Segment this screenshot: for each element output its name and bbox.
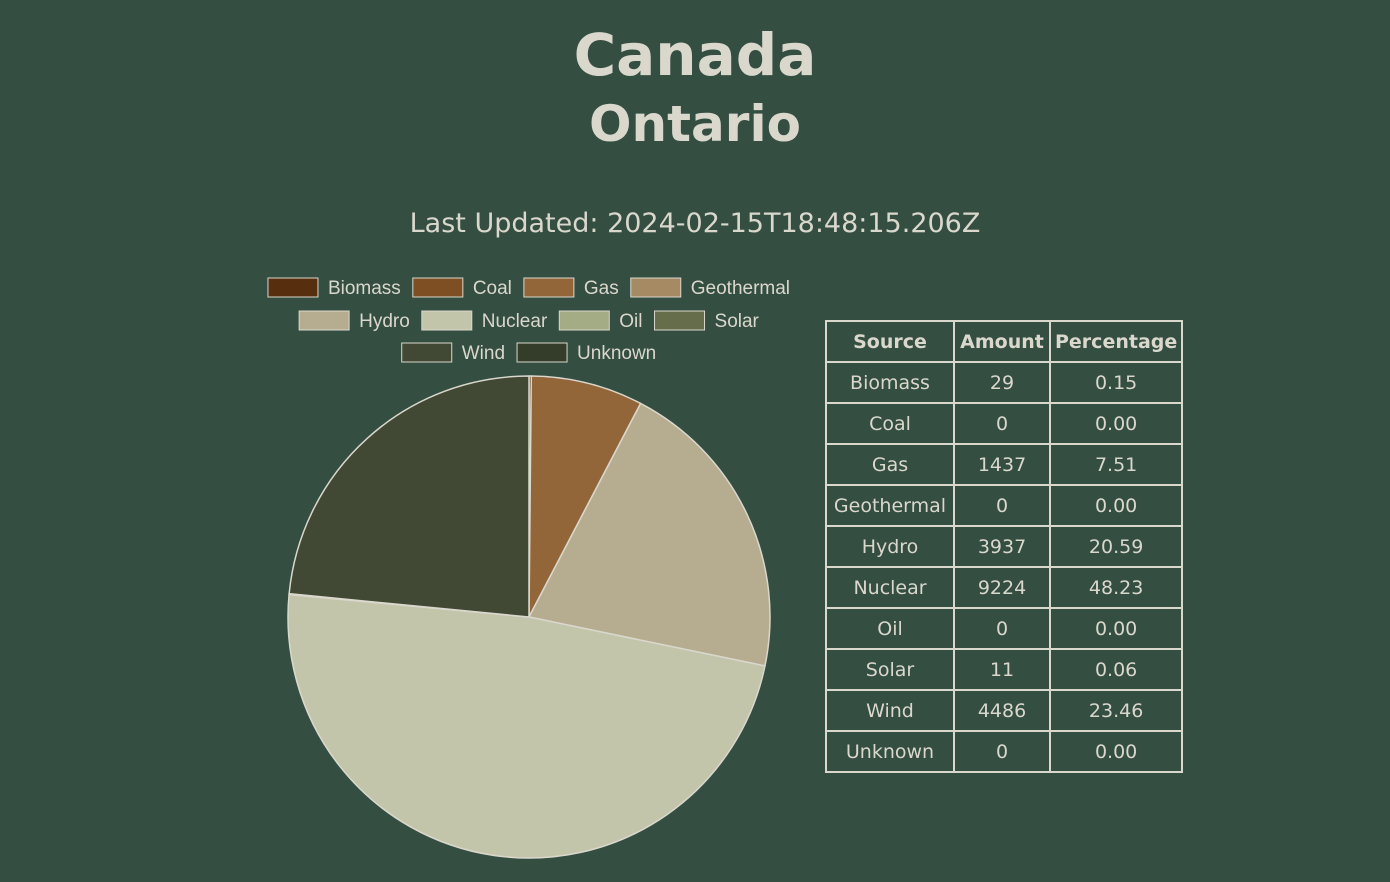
legend-label-gas[interactable]: Gas bbox=[584, 278, 619, 299]
table-header-row: Source Amount Percentage bbox=[825, 320, 1184, 363]
table-row: Hydro 3937 20.59 bbox=[825, 525, 1184, 568]
legend-swatch-gas[interactable] bbox=[523, 277, 575, 298]
cell-amount: 0 bbox=[953, 607, 1051, 650]
header-source: Source bbox=[825, 320, 955, 363]
legend-swatch-geothermal[interactable] bbox=[630, 277, 682, 298]
cell-source: Unknown bbox=[825, 730, 955, 773]
legend-swatch-unknown[interactable] bbox=[516, 342, 568, 363]
pie-slices bbox=[287, 375, 771, 859]
cell-amount: 9224 bbox=[953, 566, 1051, 609]
cell-amount: 0 bbox=[953, 484, 1051, 527]
chart-legend: Biomass Coal Gas Geothermal Hydro Nuclear Oil S… bbox=[267, 277, 790, 364]
table-row: Unknown 0 0.00 bbox=[825, 730, 1184, 773]
cell-source: Coal bbox=[825, 402, 955, 445]
table-row: Gas 1437 7.51 bbox=[825, 443, 1184, 486]
cell-percentage: 0.06 bbox=[1048, 648, 1184, 691]
legend-swatch-coal[interactable] bbox=[412, 277, 464, 298]
legend-swatch-nuclear[interactable] bbox=[421, 310, 473, 331]
country-title: Canada bbox=[573, 21, 817, 89]
legend-swatch-biomass[interactable] bbox=[267, 277, 319, 298]
legend-label-nuclear[interactable]: Nuclear bbox=[482, 311, 548, 332]
table-row: Wind 4486 23.46 bbox=[825, 689, 1184, 732]
cell-amount: 0 bbox=[953, 730, 1051, 773]
pie-slice-hydro[interactable] bbox=[528, 402, 771, 667]
cell-percentage: 23.46 bbox=[1048, 689, 1184, 732]
energy-table: Source Amount Percentage Biomass 29 0.15… bbox=[825, 320, 1184, 773]
header-amount: Amount bbox=[953, 320, 1051, 363]
cell-percentage: 0.00 bbox=[1048, 730, 1184, 773]
legend-swatch-solar[interactable] bbox=[654, 310, 706, 331]
pie-slice-gas[interactable] bbox=[528, 375, 642, 618]
cell-source: Nuclear bbox=[825, 566, 955, 609]
last-updated-text: Last Updated: 2024-02-15T18:48:15.206Z bbox=[409, 208, 981, 239]
cell-percentage: 0.00 bbox=[1048, 402, 1184, 445]
legend-label-oil[interactable]: Oil bbox=[619, 311, 642, 332]
cell-amount: 11 bbox=[953, 648, 1051, 691]
cell-source: Geothermal bbox=[825, 484, 955, 527]
cell-percentage: 0.15 bbox=[1048, 361, 1184, 404]
header-percentage: Percentage bbox=[1048, 320, 1184, 363]
pie-slice-nuclear[interactable] bbox=[287, 593, 766, 859]
legend-swatch-hydro[interactable] bbox=[298, 310, 350, 331]
legend-label-geothermal[interactable]: Geothermal bbox=[691, 278, 790, 299]
cell-source: Wind bbox=[825, 689, 955, 732]
legend-label-biomass[interactable]: Biomass bbox=[328, 278, 401, 299]
table-row: Nuclear 9224 48.23 bbox=[825, 566, 1184, 609]
cell-percentage: 7.51 bbox=[1048, 443, 1184, 486]
cell-percentage: 0.00 bbox=[1048, 484, 1184, 527]
cell-percentage: 0.00 bbox=[1048, 607, 1184, 650]
cell-amount: 0 bbox=[953, 402, 1051, 445]
legend-label-hydro[interactable]: Hydro bbox=[359, 311, 410, 332]
legend-label-wind[interactable]: Wind bbox=[462, 343, 505, 364]
legend-label-unknown[interactable]: Unknown bbox=[577, 343, 656, 364]
region-title: Ontario bbox=[589, 95, 801, 153]
table-row: Solar 11 0.06 bbox=[825, 648, 1184, 691]
cell-amount: 4486 bbox=[953, 689, 1051, 732]
legend-label-solar[interactable]: Solar bbox=[715, 311, 760, 332]
table-row: Biomass 29 0.15 bbox=[825, 361, 1184, 404]
cell-source: Hydro bbox=[825, 525, 955, 568]
table-row: Coal 0 0.00 bbox=[825, 402, 1184, 445]
table-row: Oil 0 0.00 bbox=[825, 607, 1184, 650]
cell-percentage: 20.59 bbox=[1048, 525, 1184, 568]
cell-percentage: 48.23 bbox=[1048, 566, 1184, 609]
cell-source: Solar bbox=[825, 648, 955, 691]
cell-amount: 29 bbox=[953, 361, 1051, 404]
cell-source: Oil bbox=[825, 607, 955, 650]
energy-pie-chart: Biomass Coal Gas Geothermal Hydro Nuclear Oil S… bbox=[267, 277, 790, 859]
pie-slice-wind[interactable] bbox=[288, 375, 530, 618]
cell-source: Biomass bbox=[825, 361, 955, 404]
table-row: Geothermal 0 0.00 bbox=[825, 484, 1184, 527]
legend-swatch-oil[interactable] bbox=[558, 310, 610, 331]
cell-source: Gas bbox=[825, 443, 955, 486]
legend-label-coal[interactable]: Coal bbox=[473, 278, 512, 299]
cell-amount: 3937 bbox=[953, 525, 1051, 568]
legend-swatch-wind[interactable] bbox=[401, 342, 453, 363]
cell-amount: 1437 bbox=[953, 443, 1051, 486]
